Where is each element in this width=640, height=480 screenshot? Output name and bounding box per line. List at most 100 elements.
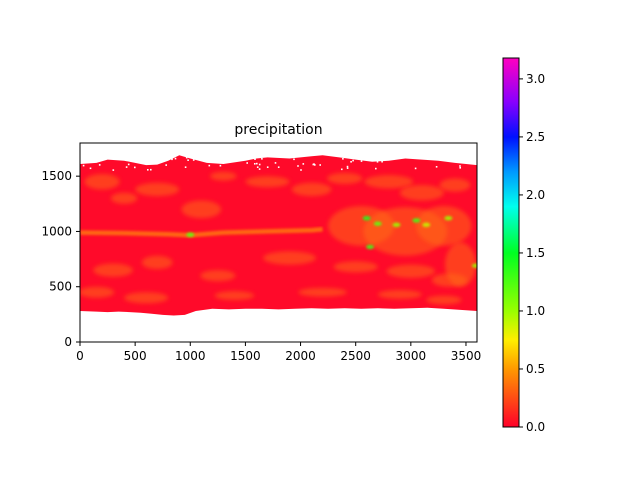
precip-patch (110, 192, 138, 204)
missing-speck (266, 166, 269, 168)
precip-patch (135, 182, 180, 197)
x-tick-label: 0 (76, 349, 84, 363)
data-region (80, 155, 477, 316)
y-tick-label: 500 (49, 280, 72, 294)
colorbar: 0.0 0.5 1.0 1.5 2.0 2.5 3.0 (502, 57, 545, 434)
missing-speck (342, 158, 344, 160)
missing-speck (350, 161, 352, 163)
colorbar-tick-label: 0.0 (526, 420, 545, 434)
precip-patch (141, 255, 173, 270)
high-value-cell (392, 222, 401, 228)
missing-speck (352, 159, 354, 162)
colorbar-gradient (503, 58, 519, 427)
plot-area (80, 143, 477, 342)
missing-speck (82, 164, 85, 167)
missing-speck (258, 163, 261, 166)
high-value-cell (366, 244, 375, 250)
missing-speck (115, 156, 118, 158)
missing-speck (258, 168, 261, 170)
missing-speck (89, 167, 92, 170)
x-tick-label: 3000 (396, 349, 427, 363)
missing-speck (452, 156, 455, 159)
missing-speck (98, 164, 101, 166)
itcz-band (80, 226, 323, 238)
missing-speck (274, 162, 277, 164)
missing-speck (187, 159, 189, 161)
high-value-cell (373, 221, 382, 226)
high-value-cell (444, 215, 453, 221)
missing-speck (141, 159, 143, 161)
precip-patch (439, 178, 471, 192)
missing-speck (147, 169, 149, 171)
missing-speck (319, 164, 321, 166)
precip-patch (80, 286, 115, 298)
x-tick-label: 2500 (340, 349, 371, 363)
missing-speck (414, 167, 417, 170)
missing-speck (165, 164, 167, 166)
precip-patch (333, 261, 378, 273)
missing-speck (129, 159, 132, 161)
missing-speck (302, 163, 305, 165)
precip-patch (386, 264, 436, 278)
high-value-cell (362, 215, 371, 221)
missing-speck (313, 163, 315, 165)
missing-speck (208, 164, 211, 167)
colorbar-tick-label: 2.0 (526, 188, 545, 202)
missing-speck (134, 166, 136, 169)
missing-speck (261, 158, 263, 160)
precip-patch (399, 185, 444, 201)
chart-title: precipitation (234, 122, 322, 138)
colorbar-tick-label: 0.5 (526, 362, 545, 376)
precip-patch (124, 292, 169, 304)
precip-patch (245, 176, 290, 188)
precip-patch (445, 242, 476, 287)
missing-speck (346, 165, 349, 168)
missing-speck (300, 169, 302, 171)
missing-speck (256, 166, 259, 168)
missing-speck (192, 159, 195, 161)
high-value-cell (471, 263, 477, 268)
precip-patch (214, 291, 255, 300)
missing-speck (147, 156, 150, 159)
y-tick-label: 0 (64, 335, 72, 349)
colorbar-axis: 0.0 0.5 1.0 1.5 2.0 2.5 3.0 (519, 72, 545, 434)
heatmap-field (80, 155, 477, 316)
precip-patch (210, 171, 237, 181)
colorbar-tick-label: 2.5 (526, 130, 545, 144)
missing-speck (435, 166, 438, 168)
colorbar-frame (502, 57, 520, 428)
missing-speck (254, 163, 256, 165)
precip-patch (200, 270, 236, 282)
precip-patch (84, 173, 120, 190)
x-tick-label: 1500 (230, 349, 261, 363)
missing-speck (185, 156, 188, 159)
missing-speck (360, 160, 363, 162)
colorbar-tick-label: 1.0 (526, 304, 545, 318)
missing-speck (381, 160, 383, 163)
x-tick-label: 1000 (175, 349, 206, 363)
missing-speck (341, 168, 343, 171)
missing-speck (127, 163, 130, 166)
missing-speck (254, 158, 256, 160)
missing-speck (293, 158, 295, 161)
missing-speck (297, 165, 299, 167)
missing-speck (171, 158, 173, 161)
precip-patch (263, 251, 316, 265)
missing-speck (376, 161, 379, 163)
precip-patch (416, 206, 472, 246)
high-value-cell (412, 218, 421, 223)
missing-speck (150, 168, 152, 171)
missing-speck (459, 167, 461, 169)
precip-patch (291, 182, 332, 197)
precip-patch (327, 172, 363, 184)
y-tick-label: 1500 (41, 169, 72, 183)
missing-speck (277, 166, 280, 168)
x-tick-label: 3500 (451, 349, 482, 363)
high-value-cell (422, 222, 431, 228)
missing-speck (112, 169, 115, 171)
colorbar-tick-label: 3.0 (526, 72, 545, 86)
x-tick-label: 2000 (285, 349, 316, 363)
precip-patch (364, 175, 414, 189)
missing-speck (420, 156, 423, 159)
